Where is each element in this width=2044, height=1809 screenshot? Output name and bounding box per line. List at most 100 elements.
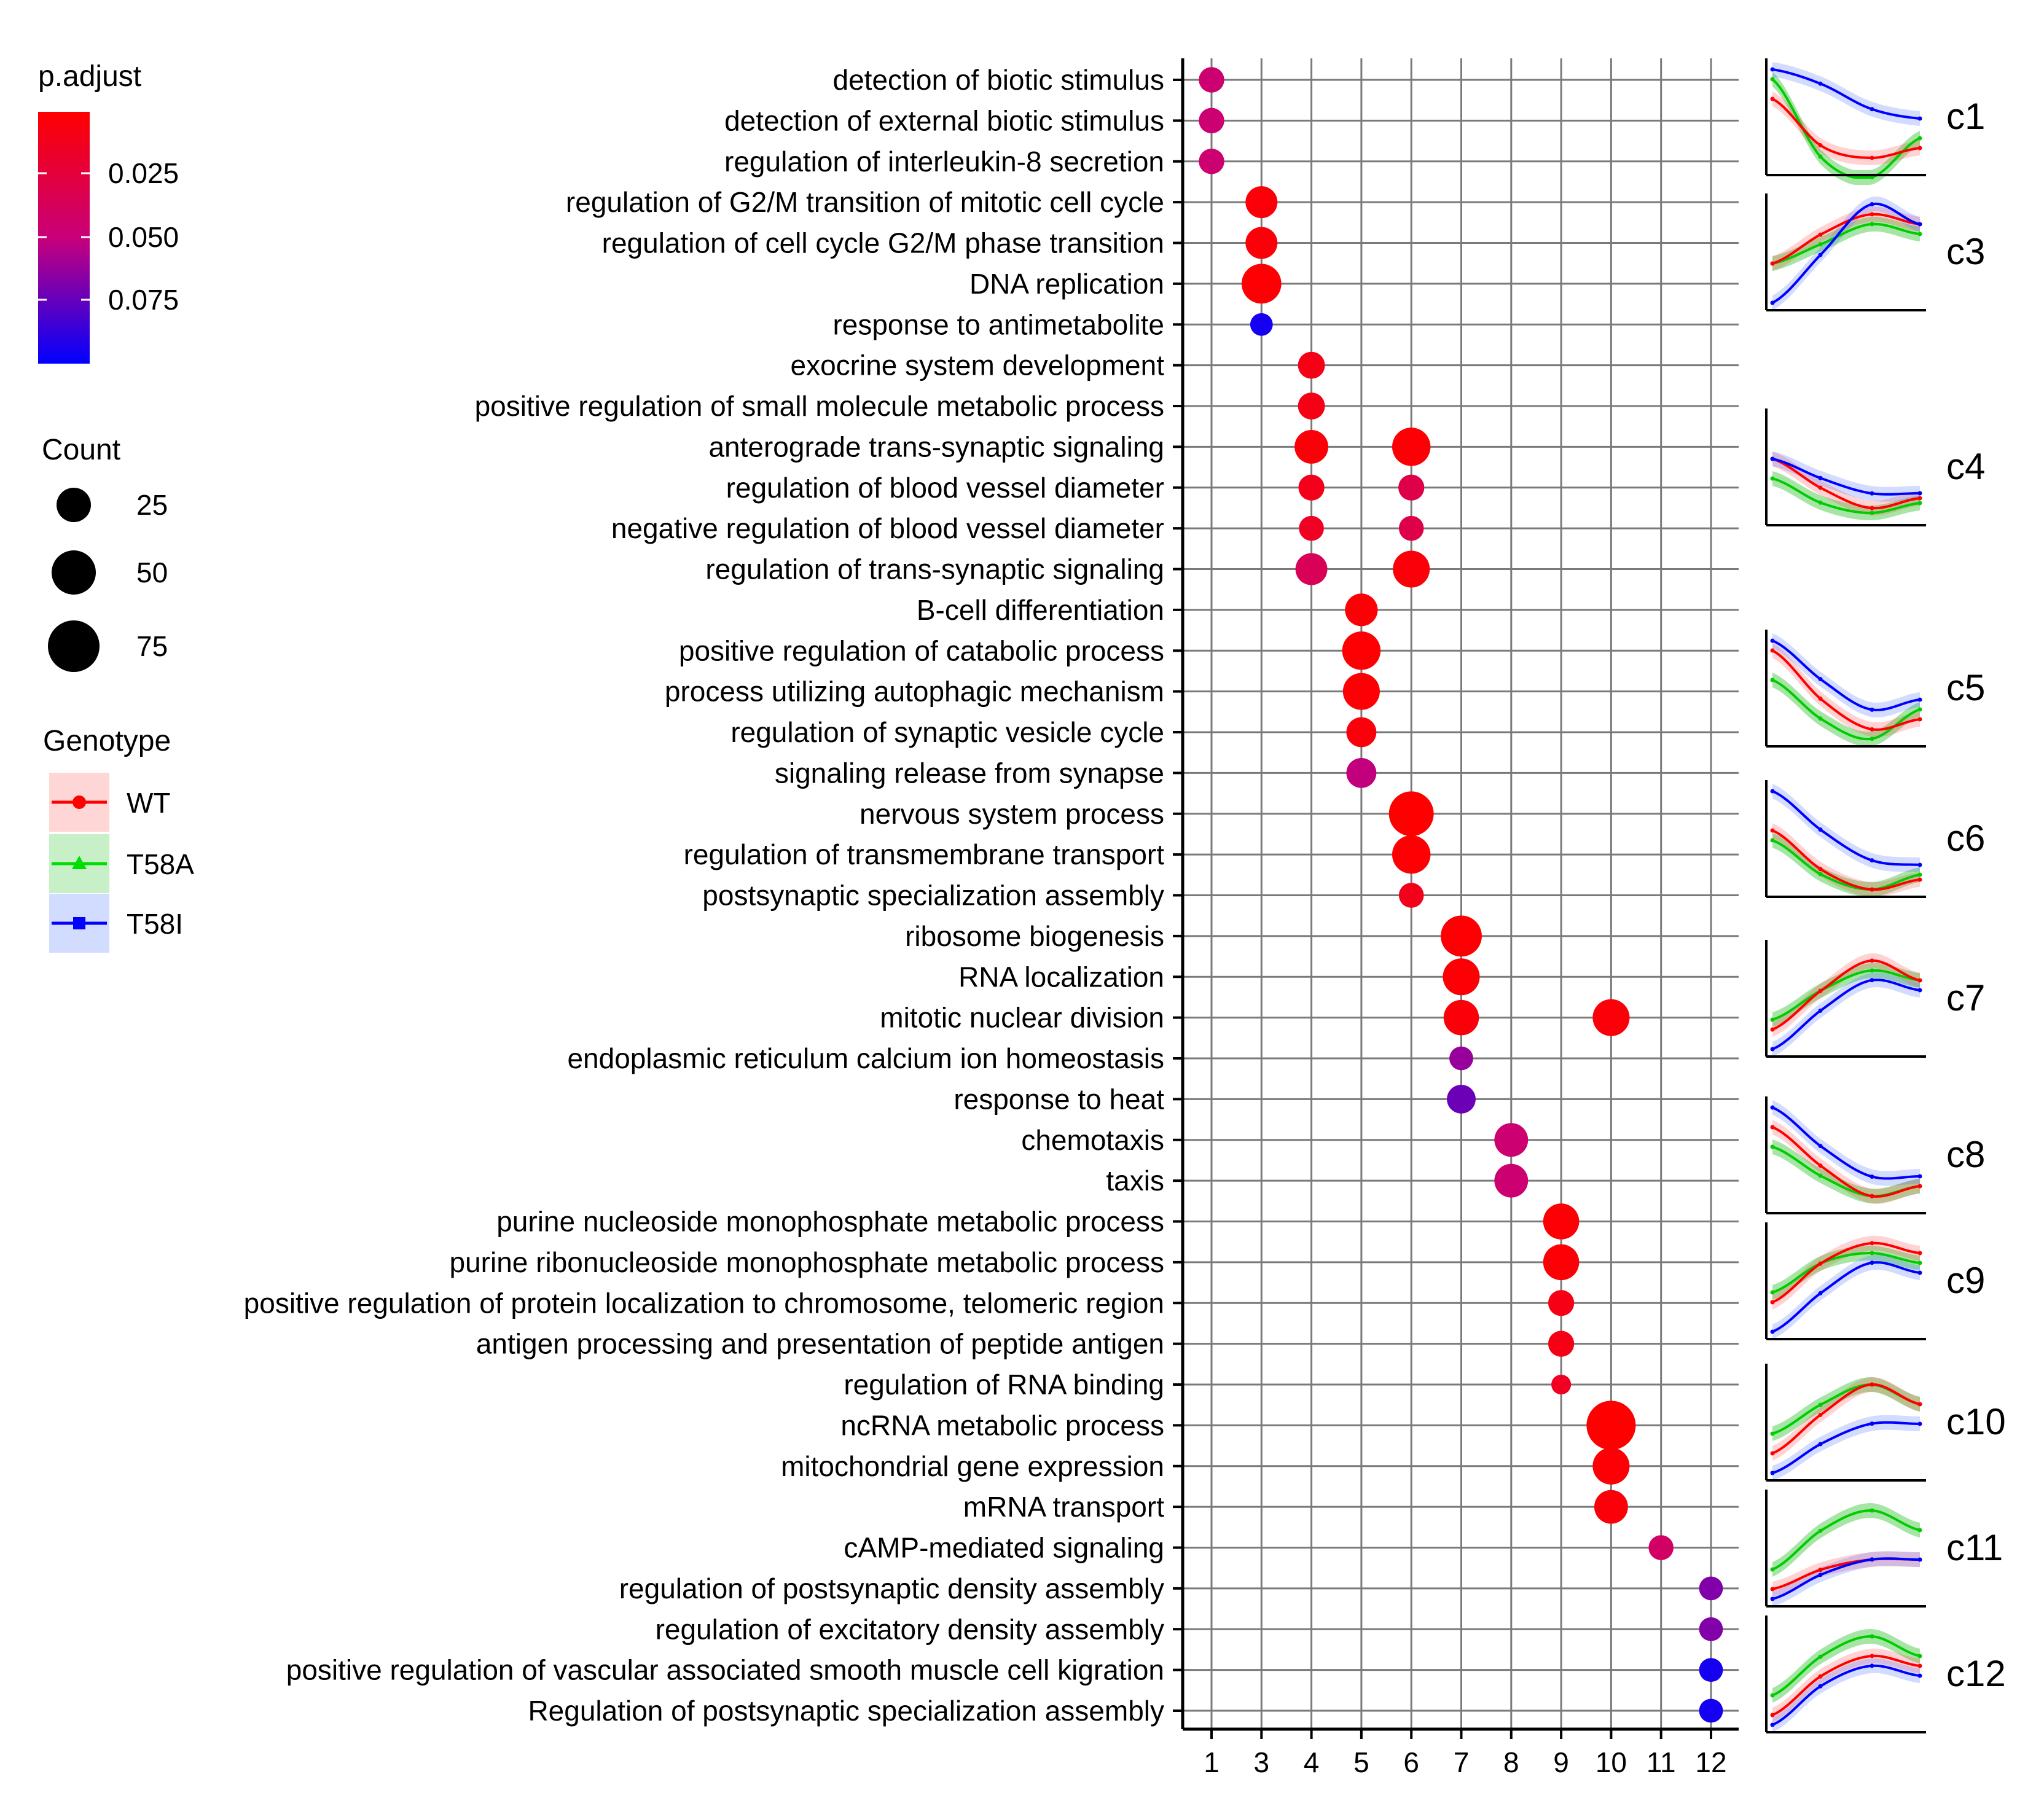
trend-confidence-band — [1772, 1120, 1920, 1204]
term-label: response to antimetabolite — [832, 308, 1164, 340]
trend-line — [1772, 213, 1921, 265]
trend-line — [1772, 1635, 1921, 1697]
enrichment-dot — [1398, 474, 1425, 501]
trend-point — [1870, 968, 1874, 973]
enrichment-dot — [1245, 186, 1278, 219]
cluster-label: c11 — [1946, 1527, 2003, 1568]
trend-point — [1770, 1567, 1775, 1572]
trend-point — [1818, 1674, 1823, 1679]
trend-point — [1770, 1693, 1775, 1698]
cluster-trend-panels: c1 c3 c4 c5 c6 c7 c8 c9 c10 c11 c12 — [1765, 58, 2006, 1733]
trend-point — [1818, 1568, 1823, 1573]
enrichment-dot — [1594, 1490, 1628, 1524]
trend-line — [1772, 1421, 1921, 1474]
trend-point — [1818, 1291, 1823, 1295]
term-label: B-cell differentiation — [917, 594, 1164, 626]
trend-point — [1770, 1027, 1775, 1032]
enrichment-dot — [1548, 1290, 1575, 1316]
trend-confidence-band — [1772, 953, 1920, 1037]
enrichment-dot — [1441, 915, 1482, 957]
trend-point — [1818, 696, 1823, 701]
term-label: chemotaxis — [1021, 1124, 1164, 1156]
trend-point — [1917, 496, 1922, 501]
enrichment-dot — [1494, 1123, 1529, 1157]
trend-point — [1818, 988, 1823, 993]
trend-point — [1770, 300, 1775, 305]
cluster-panel: c11 — [1765, 1490, 2003, 1608]
size-legend-dot — [52, 550, 96, 595]
cluster-panel: c12 — [1765, 1616, 2006, 1733]
trend-point — [1917, 1251, 1922, 1256]
trend-point — [1870, 212, 1874, 217]
trend-point — [1870, 858, 1874, 863]
term-label: negative regulation of blood vessel diam… — [611, 512, 1164, 544]
enrichment-dot — [1443, 958, 1480, 996]
term-label: endoplasmic reticulum calcium ion homeos… — [567, 1042, 1164, 1074]
color-scale-label: 0.075 — [108, 284, 179, 316]
trend-point — [1770, 838, 1775, 843]
trend-confidence-band — [1772, 1377, 1920, 1441]
trend-point — [1917, 872, 1922, 877]
trend-point — [1770, 67, 1775, 72]
cluster-label: c3 — [1946, 231, 1985, 272]
term-label: positive regulation of small molecule me… — [475, 390, 1164, 422]
size-legend-label: 50 — [136, 557, 168, 588]
trend-point — [1917, 1184, 1922, 1189]
enrichment-dot — [1199, 67, 1224, 93]
trend-point — [1770, 1722, 1775, 1727]
enrichment-dot — [1388, 791, 1434, 837]
color-legend-title: p.adjust — [38, 60, 141, 93]
trend-point — [1770, 1596, 1775, 1601]
term-label: purine ribonucleoside monophosphate meta… — [450, 1246, 1165, 1278]
trend-confidence-band — [1772, 1551, 1920, 1606]
trend-point — [1917, 146, 1922, 150]
trend-point — [1870, 1241, 1874, 1246]
trend-point — [1770, 1587, 1775, 1592]
size-legend-label: 75 — [136, 630, 168, 662]
trend-point — [1818, 232, 1823, 237]
trend-point — [1770, 1144, 1775, 1149]
genotype-legend-label: T58I — [127, 908, 183, 940]
trend-point — [1917, 491, 1922, 496]
term-label: process utilizing autophagic mechanism — [665, 676, 1164, 708]
trend-point — [1770, 638, 1775, 643]
cluster-panel: c5 — [1765, 630, 1985, 748]
trend-confidence-band — [1772, 1255, 1920, 1339]
enrichment-dot — [1592, 999, 1630, 1036]
trend-point — [1818, 827, 1823, 832]
term-label: regulation of cell cycle G2/M phase tran… — [602, 227, 1164, 259]
trend-point — [1870, 1194, 1874, 1198]
trend-point — [1818, 1442, 1823, 1447]
term-label: positive regulation of vascular associat… — [286, 1654, 1164, 1686]
x-tick-label: 9 — [1553, 1746, 1569, 1778]
trend-point — [1818, 143, 1823, 148]
dot-points — [1199, 67, 1723, 1723]
trend-point — [1917, 978, 1922, 983]
trend-point — [1818, 1684, 1823, 1689]
color-scale-label: 0.050 — [108, 221, 179, 253]
trend-point — [1818, 1144, 1823, 1149]
term-label: Regulation of postsynaptic specializatio… — [528, 1695, 1164, 1727]
term-label: exocrine system development — [790, 350, 1164, 381]
trend-line — [1772, 1509, 1921, 1571]
trend-point — [1818, 500, 1823, 505]
trend-point — [1917, 501, 1922, 506]
term-labels: detection of biotic stimulus detection of… — [244, 64, 1165, 1727]
term-label: regulation of RNA binding — [844, 1369, 1164, 1401]
trend-line — [1772, 222, 1921, 265]
trend-point — [1870, 1421, 1874, 1426]
trend-point — [1770, 678, 1775, 682]
trend-point — [1870, 1174, 1874, 1179]
trend-point — [1770, 789, 1775, 794]
cluster-panel: c3 — [1765, 193, 1985, 311]
trend-line — [1772, 1241, 1921, 1303]
enrichment-dot — [1294, 429, 1329, 464]
legend-panel: p.adjust 0.025 0.050 0.075 Count 25 50 75 Genoty… — [38, 60, 194, 953]
trend-confidence-band — [1772, 451, 1920, 502]
trend-line — [1772, 1106, 1921, 1180]
trend-point — [1917, 707, 1922, 712]
size-legend-dot — [57, 488, 91, 522]
cluster-panel: c4 — [1765, 408, 1985, 526]
trend-point — [1770, 1105, 1775, 1110]
trend-point — [1917, 232, 1922, 236]
